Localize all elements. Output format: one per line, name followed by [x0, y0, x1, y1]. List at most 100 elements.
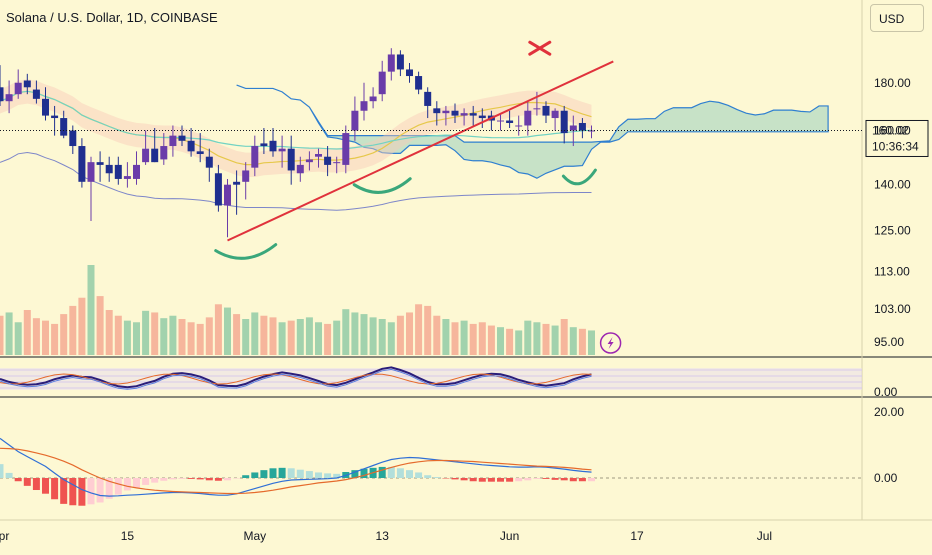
chart-title: Solana / U.S. Dollar, 1D, COINBASE: [6, 10, 218, 25]
macd-histogram-bar: [24, 478, 31, 486]
candle-body: [242, 170, 249, 181]
macd-histogram-bar: [260, 470, 267, 478]
macd-histogram-bar: [224, 478, 231, 480]
macd-histogram-bar: [160, 478, 167, 481]
volume-bar: [315, 322, 322, 355]
candle-body: [497, 121, 504, 122]
volume-bar: [424, 306, 431, 355]
support-arc: [563, 170, 595, 184]
candle-body: [88, 162, 95, 182]
candle-body: [78, 146, 85, 182]
volume-bar: [97, 296, 104, 355]
macd-histogram-bar: [561, 478, 568, 480]
volume-bar: [333, 321, 340, 355]
macd-histogram-bar: [133, 478, 140, 488]
macd-histogram-bar: [270, 468, 277, 478]
candle-body: [297, 165, 304, 173]
macd-histogram-bar: [543, 478, 550, 479]
volume-bar: [151, 312, 158, 355]
candle-body: [424, 92, 431, 106]
candle-body: [415, 76, 422, 90]
volume-bar: [579, 329, 586, 355]
macd-histogram-bar: [69, 478, 76, 505]
volume-bar: [570, 327, 577, 355]
macd-histogram-bar: [251, 472, 258, 478]
candle-body: [160, 146, 167, 159]
volume-bar: [452, 322, 459, 355]
macd-histogram-bar: [33, 478, 40, 490]
time-axis-label: Jun: [500, 529, 519, 543]
volume-bar: [543, 324, 550, 355]
macd-histogram-bar: [15, 478, 22, 481]
volume-bar: [142, 311, 149, 355]
candle-body: [315, 154, 322, 157]
candle-body: [142, 149, 149, 162]
bar-countdown-label: 10:36:34: [872, 139, 919, 153]
volume-bar: [506, 329, 513, 355]
macd-histogram-bar: [497, 478, 504, 482]
candle-body: [124, 176, 131, 179]
price-axis-label: 160.00: [874, 124, 911, 138]
macd-histogram-bar: [151, 478, 158, 483]
candle-body: [6, 94, 13, 101]
candle-body: [115, 165, 122, 179]
volume-bar: [133, 322, 140, 355]
volume-bar: [33, 318, 40, 355]
volume-bar: [233, 314, 240, 355]
macd-histogram-bar: [169, 478, 176, 479]
support-arc: [216, 245, 276, 259]
volume-bar: [533, 322, 540, 355]
macd-histogram-bar: [97, 478, 104, 502]
macd-axis-label: 20.00: [874, 405, 904, 419]
volume-bar: [297, 319, 304, 355]
volume-bar: [288, 321, 295, 355]
volume-bar: [88, 265, 95, 355]
volume-bar: [479, 322, 486, 355]
volume-bar: [115, 316, 122, 355]
volume-bar: [497, 327, 504, 355]
candle-body: [543, 106, 550, 116]
macd-histogram-bar: [279, 468, 286, 478]
volume-bar: [6, 312, 13, 355]
candle-body: [197, 151, 204, 154]
macd-histogram-bar: [415, 472, 422, 478]
volume-bar: [260, 316, 267, 355]
volume-bar: [515, 330, 522, 355]
candle-body: [524, 111, 531, 126]
candle-body: [306, 159, 313, 162]
macd-histogram-bar: [506, 478, 513, 482]
price-axis-label: 103.00: [874, 302, 911, 316]
macd-histogram-bar: [533, 478, 540, 479]
macd-histogram-bar: [88, 478, 95, 504]
candle-body: [388, 54, 395, 71]
price-axis-label: 180.00: [874, 76, 911, 90]
time-axis-label: Jul: [757, 529, 772, 543]
macd-histogram-bar: [461, 478, 468, 480]
candle-body: [133, 165, 140, 179]
volume-bar: [69, 306, 76, 355]
volume-bar: [169, 316, 176, 355]
candle-body: [433, 108, 440, 113]
volume-bar: [51, 324, 58, 355]
price-axis-label: 95.00: [874, 335, 904, 349]
macd-histogram-bar: [570, 478, 577, 481]
volume-bar: [197, 324, 204, 355]
macd-histogram-bar: [424, 475, 431, 478]
volume-bar: [324, 324, 331, 355]
volume-bar: [415, 304, 422, 355]
volume-bar: [188, 322, 195, 355]
candle-body: [251, 146, 258, 168]
currency-button[interactable]: USD: [870, 4, 924, 32]
price-axis-label: 125.00: [874, 224, 911, 238]
support-arc: [354, 179, 410, 193]
volume-bar: [242, 319, 249, 355]
candle-body: [379, 72, 386, 95]
macd-histogram-bar: [188, 478, 195, 479]
macd-histogram-bar: [306, 471, 313, 478]
candle-body: [106, 165, 113, 173]
macd-axis-label: 0.00: [874, 471, 898, 485]
candle-body: [342, 133, 349, 165]
macd-histogram-bar: [206, 478, 213, 480]
